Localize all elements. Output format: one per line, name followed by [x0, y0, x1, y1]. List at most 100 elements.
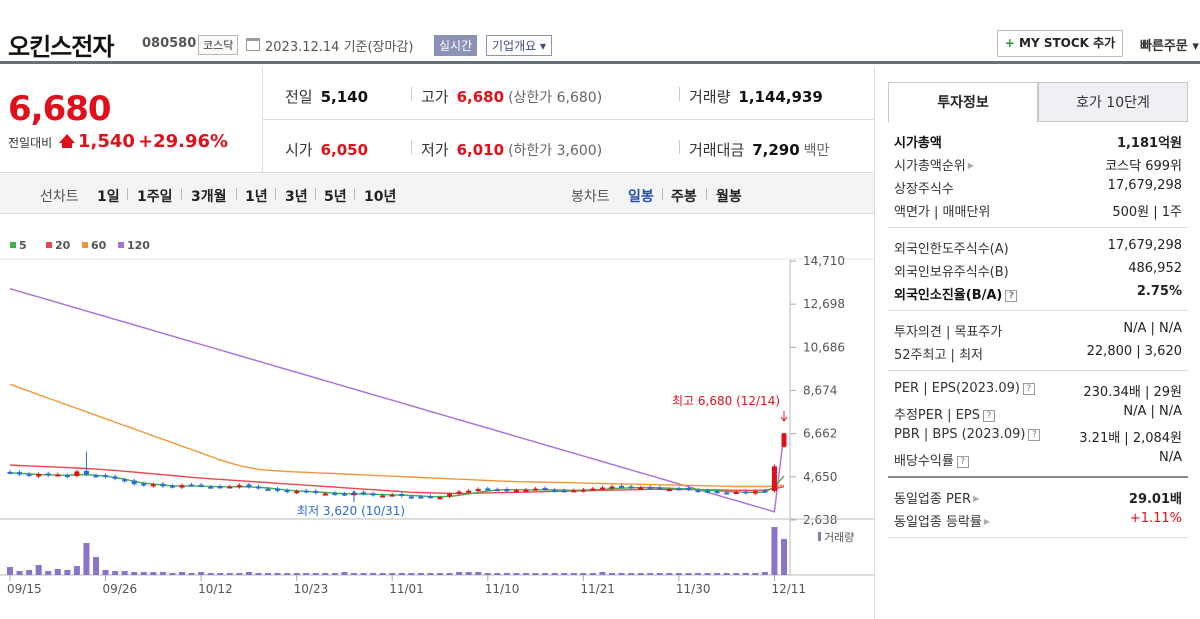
volume-bar [389, 573, 396, 575]
period-1w[interactable]: 1주일 [137, 189, 173, 205]
info-key: 배당수익률? [894, 450, 969, 469]
period-3m[interactable]: 3개월 [191, 189, 227, 205]
candle-body [523, 489, 529, 492]
divider [236, 188, 237, 200]
info-row: 추정PER | EPS? N/A | N/A [894, 401, 1182, 424]
volume-bar [265, 573, 271, 575]
volume-bar [523, 573, 529, 575]
help-icon[interactable]: ? [956, 456, 969, 468]
panel-divider [874, 67, 875, 619]
tab-order-book[interactable]: 호가 10단계 [1038, 82, 1188, 122]
volume-bar [102, 570, 109, 575]
info-row: 시가총액순위 ▶ 코스닥 699위 [894, 152, 1182, 175]
period-1y[interactable]: 1년 [245, 189, 268, 205]
info-key: 액면가 | 매매단위 [894, 205, 991, 220]
info-key: 상장주식수 [894, 182, 954, 197]
candle-body [724, 492, 730, 495]
info-key: 외국인보유주식수(B) [894, 265, 1009, 280]
info-value: 230.34배 | 29원 [1083, 385, 1182, 400]
candle-body [64, 475, 70, 478]
legend-swatch [10, 242, 16, 248]
stat-prev-value: 5,140 [320, 88, 369, 106]
candle-body [666, 489, 672, 492]
stats-row-2: 시가 6,050 저가 6,010 (하한가 3,600) 거래대금 7,290 백만 [263, 120, 875, 173]
volume-bar [437, 573, 443, 575]
volume-bar [16, 571, 23, 575]
candle-body [561, 490, 567, 493]
candle-body [743, 491, 749, 494]
period-1d[interactable]: 1일 [97, 189, 120, 205]
candle-body [112, 476, 118, 479]
low-arrow [350, 490, 358, 502]
info-key[interactable]: 동일업종 등락률 ▶ [894, 515, 991, 530]
candle-body [705, 490, 711, 493]
help-icon[interactable]: ? [1005, 290, 1018, 302]
candle-body [533, 488, 539, 491]
volume-bar [54, 569, 61, 575]
info-key[interactable]: 시가총액순위 ▶ [894, 159, 974, 174]
divider [315, 188, 316, 200]
volume-bar [589, 573, 596, 575]
mystock-add-button[interactable]: + MY STOCK 추가 [997, 30, 1123, 57]
candle-body [647, 486, 653, 489]
candle-body [762, 490, 768, 493]
line-chart-label: 선차트 [40, 189, 79, 205]
volume-legend-label: 거래량 [824, 531, 854, 544]
candle-monthly[interactable]: 월봉 [716, 189, 742, 205]
volume-bar [475, 572, 482, 575]
calendar-icon [246, 38, 260, 51]
plus-icon: + [1004, 36, 1015, 50]
volume-bar [198, 572, 205, 575]
price-stats: 전일 5,140 고가 6,680 (상한가 6,680) 거래량 1,144,939 … [262, 67, 875, 173]
ma120-line [9, 288, 785, 513]
tab-investment-info[interactable]: 투자정보 [888, 82, 1038, 122]
candle-body [714, 491, 720, 494]
stock-header: 오킨스전자 080580 코스닥 2023.12.14 기준(장마감) 실시간 … [0, 0, 1200, 64]
volume-bar [312, 573, 319, 575]
quick-order-button[interactable]: 빠른주문 ▾ [1140, 39, 1199, 54]
candle-body [131, 480, 137, 485]
period-3y[interactable]: 3년 [285, 189, 308, 205]
volume-bar [255, 573, 262, 575]
legend-label: 5 [19, 239, 27, 252]
period-5y[interactable]: 5년 [324, 189, 347, 205]
info-key: 52주최고 | 최저 [894, 348, 983, 363]
period-10y[interactable]: 10년 [364, 189, 397, 205]
candle-body [322, 493, 328, 496]
info-value: 17,679,298 [1107, 238, 1182, 253]
volume-bar [542, 573, 549, 575]
volume-bar [293, 573, 300, 575]
volume-bar [484, 573, 491, 575]
volume-bar [236, 573, 243, 575]
info-key[interactable]: 동일업종 PER ▶ [894, 492, 980, 507]
y-tick-label: 12,698 [803, 297, 845, 311]
info-value: N/A | N/A [1123, 321, 1182, 336]
realtime-button[interactable]: 실시간 [434, 35, 478, 56]
candle-body [83, 470, 89, 475]
candle-body [361, 492, 367, 495]
candle-body [26, 473, 32, 476]
candle-daily[interactable]: 일봉 [628, 189, 654, 205]
stats-row-1: 전일 5,140 고가 6,680 (상한가 6,680) 거래량 1,144,939 [263, 67, 875, 120]
candle-body [380, 495, 386, 498]
legend-label: 60 [91, 239, 107, 252]
info-key: 외국인한도주식수(A) [894, 242, 1009, 257]
volume-bar [714, 573, 721, 575]
volume-bar [551, 573, 558, 575]
info-row: 배당수익률? N/A [894, 447, 1182, 470]
candle-weekly[interactable]: 주봉 [671, 189, 697, 205]
price-chart[interactable]: 5 20 60 120 14,710 12,698 10,686 8,674 6,662 4,65… [0, 215, 874, 619]
help-icon[interactable]: ? [982, 410, 995, 422]
volume-bar [427, 573, 434, 575]
candle-body [628, 486, 634, 489]
company-overview-dropdown[interactable]: 기업개요 ▾ [486, 35, 552, 56]
volume-bar [656, 573, 663, 575]
candle-body [466, 490, 472, 493]
volume-bar [685, 573, 692, 575]
stat-open-label: 시가 [285, 141, 313, 159]
volume-bar [284, 573, 291, 575]
volume-bar [781, 539, 787, 575]
volume-bar [351, 573, 357, 575]
help-icon[interactable]: ? [1028, 429, 1041, 441]
help-icon[interactable]: ? [1022, 383, 1035, 395]
